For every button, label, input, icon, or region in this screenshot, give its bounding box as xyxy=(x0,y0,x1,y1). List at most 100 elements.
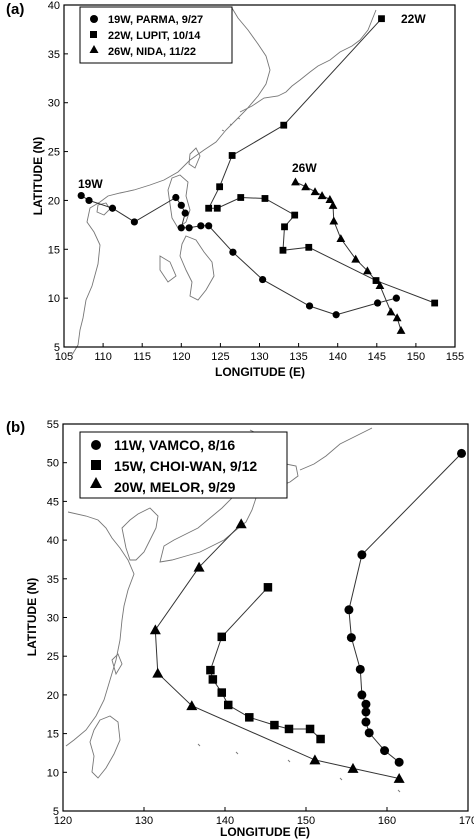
track-point-triangle xyxy=(386,307,396,316)
track-point-circle xyxy=(346,633,356,643)
track-point-circle xyxy=(394,757,404,767)
track-point-triangle xyxy=(325,195,335,203)
legend-26w-nida: 26W, NIDA, 11/22 xyxy=(108,46,196,58)
track-point-square xyxy=(216,183,224,191)
track-point-circle xyxy=(185,224,193,232)
track-point-circle xyxy=(357,690,367,700)
panel-b-x-axis-label: LONGITUDE (E) xyxy=(220,825,310,839)
x-tick-label: 130 xyxy=(135,815,153,827)
x-tick-label: 115 xyxy=(133,351,151,363)
track-point-circle xyxy=(373,299,382,307)
track-point-square xyxy=(316,734,325,744)
track-line-1 xyxy=(80,195,397,316)
panel-b-markers xyxy=(149,448,467,783)
track-point-square xyxy=(206,665,215,675)
legend-marker-circle xyxy=(90,15,98,23)
track-point-square xyxy=(281,223,288,231)
y-tick-label: 55 xyxy=(47,419,59,431)
track-point-circle xyxy=(108,204,117,212)
panel-a-tracks xyxy=(80,18,435,331)
x-tick-label: 120 xyxy=(54,815,72,827)
legend-15w-choi-wan: 15W, CHOI-WAN, 9/12 xyxy=(114,458,257,474)
track-point-square xyxy=(431,299,439,307)
track-point-square xyxy=(270,720,279,730)
track-point-square xyxy=(237,194,245,201)
x-tick-label: 120 xyxy=(172,351,190,363)
y-tick-label: 10 xyxy=(48,293,60,305)
track-point-circle xyxy=(130,218,138,226)
panel-b-y-axis-label: LATITUDE (N) xyxy=(25,578,39,656)
legend-22w-lupit: 22W, LUPIT, 10/14 xyxy=(108,30,201,42)
track-point-square xyxy=(208,675,218,684)
track-point-triangle xyxy=(317,191,327,200)
panel-a-y-axis-label: LATITUDE (N) xyxy=(31,137,45,215)
track-point-triangle xyxy=(329,216,339,225)
track-point-circle xyxy=(361,707,371,717)
track-point-square xyxy=(213,204,221,212)
track-point-square xyxy=(305,243,313,251)
panel-a-legend-box xyxy=(79,6,233,64)
y-tick-label: 20 xyxy=(47,690,59,702)
track-point-circle xyxy=(197,222,205,230)
x-tick-label: 105 xyxy=(55,351,73,363)
track-point-square xyxy=(217,688,227,697)
legend-marker-square xyxy=(90,31,97,38)
annotation-19w: 19W xyxy=(78,177,103,191)
track-point-square xyxy=(228,152,236,159)
y-tick-label: 45 xyxy=(47,496,59,508)
x-tick-label: 140 xyxy=(329,351,347,363)
track-point-circle xyxy=(85,196,93,205)
x-tick-label: 150 xyxy=(407,351,425,363)
track-point-circle xyxy=(361,699,371,709)
y-tick-label: 15 xyxy=(47,729,59,741)
panel-a-coastline xyxy=(71,7,377,356)
track-point-triangle xyxy=(375,281,385,289)
x-tick-label: 110 xyxy=(94,351,112,363)
track-point-triangle xyxy=(351,254,361,263)
track-point-square xyxy=(205,204,213,212)
track-point-circle xyxy=(355,664,365,674)
track-line-2 xyxy=(207,18,435,304)
x-tick-label: 140 xyxy=(216,815,234,827)
x-tick-label: 160 xyxy=(378,815,396,827)
track-point-square xyxy=(217,632,227,642)
track-point-square xyxy=(245,713,254,722)
track-point-triangle xyxy=(328,200,338,209)
annotation-26w: 26W xyxy=(292,161,317,175)
y-tick-label: 15 xyxy=(48,244,60,256)
track-point-triangle xyxy=(149,624,161,635)
track-point-square xyxy=(261,195,269,202)
y-tick-label: 5 xyxy=(53,806,59,818)
legend-11w-vamco: 11W, VAMCO, 8/16 xyxy=(114,437,235,453)
track-point-square xyxy=(284,724,294,734)
track-point-circle xyxy=(181,209,189,217)
track-point-circle xyxy=(380,746,390,756)
track-point-circle xyxy=(332,311,340,319)
track-point-triangle xyxy=(291,177,300,186)
x-tick-label: 155 xyxy=(446,351,464,363)
panel-b-label: (b) xyxy=(6,419,25,436)
track-line-2 xyxy=(209,586,321,740)
x-tick-label: 135 xyxy=(289,351,307,363)
track-point-square xyxy=(223,700,233,710)
panel-b-axes: 120 130 140 150 160 170 5 10 15 20 25 30 35 40 45 50 55 xyxy=(47,419,474,827)
track-point-circle xyxy=(177,201,185,209)
track-point-circle xyxy=(361,717,371,727)
panel-a-markers xyxy=(77,15,439,334)
legend-20w-melor: 20W, MELOR, 9/29 xyxy=(114,479,236,495)
y-tick-label: 20 xyxy=(48,195,60,207)
track-point-square xyxy=(372,277,380,284)
track-point-square xyxy=(305,724,315,734)
track-point-square xyxy=(378,15,385,23)
track-point-circle xyxy=(364,728,374,738)
y-tick-label: 25 xyxy=(48,147,60,159)
track-point-triangle xyxy=(396,325,406,334)
track-point-square xyxy=(279,246,287,254)
legend-marker-circle xyxy=(91,440,101,450)
y-tick-label: 35 xyxy=(47,574,59,586)
x-tick-label: 170 xyxy=(459,815,474,827)
track-point-circle xyxy=(305,302,314,310)
y-tick-label: 35 xyxy=(48,49,60,61)
panel-a-axes: 105 110 115 120 125 130 135 140 145 150 155 5 10 15 20… xyxy=(48,0,464,363)
track-point-square xyxy=(291,211,299,219)
